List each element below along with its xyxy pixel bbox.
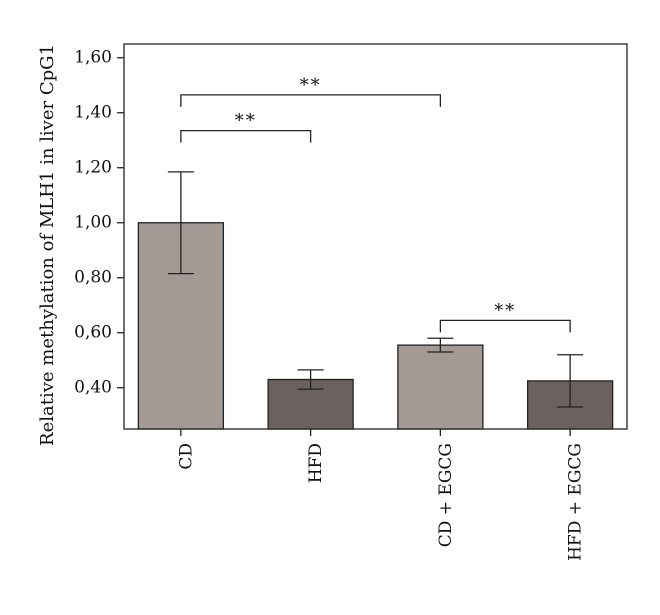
x-tick-label: CD bbox=[176, 443, 196, 470]
x-tick-label: CD + EGCG bbox=[436, 443, 456, 547]
plot-frame bbox=[123, 43, 628, 430]
x-tick-label: HFD bbox=[306, 443, 326, 483]
significance-bracket bbox=[180, 94, 442, 107]
y-axis-label: Relative methylation of MLH1 in liver Cp… bbox=[37, 44, 58, 446]
y-tick-label: 1,40 bbox=[74, 102, 112, 122]
y-tick-label: 0,80 bbox=[74, 267, 112, 287]
significance-label: ** bbox=[235, 111, 257, 132]
significance-bracket bbox=[180, 129, 312, 143]
y-tick-label: 0,60 bbox=[74, 322, 112, 342]
significance-label: ** bbox=[494, 300, 516, 321]
bar bbox=[397, 344, 484, 430]
significance-label: ** bbox=[300, 75, 322, 96]
y-tick-label: 1,60 bbox=[74, 47, 112, 67]
y-tick-label: 1,00 bbox=[74, 212, 112, 232]
plot-area: 0,40 0,60 0,80 1,00 1,20 1,40 1,60 CD HFD CD + EG… bbox=[74, 43, 628, 561]
y-tick-label: 0,40 bbox=[74, 377, 112, 397]
y-tick-label: 1,20 bbox=[74, 157, 112, 177]
x-tick-label: HFD + EGCG bbox=[566, 443, 586, 561]
significance-bracket bbox=[439, 319, 571, 333]
